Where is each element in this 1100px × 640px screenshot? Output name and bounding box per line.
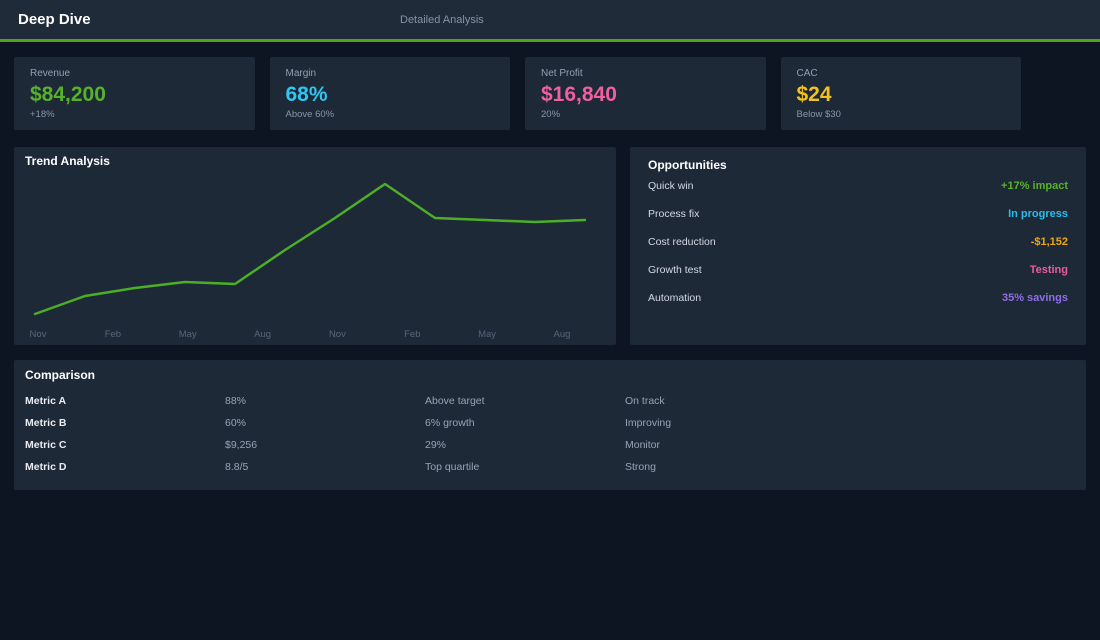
table-row: Metric A 88% Above target On track xyxy=(25,390,1075,412)
kpi-card-net-profit: Net Profit $16,840 20% xyxy=(525,57,766,130)
kpi-value: 68% xyxy=(285,83,328,106)
opportunity-value: +17% impact xyxy=(1001,180,1068,192)
x-axis-tick-label: Aug xyxy=(254,329,271,340)
trend-panel-title: Trend Analysis xyxy=(25,154,110,168)
kpi-label: Revenue xyxy=(30,68,71,79)
metric-name-cell: Metric B xyxy=(25,417,67,429)
comparison-table: Metric A 88% Above target On track Metri… xyxy=(25,390,1075,478)
kpi-value: $24 xyxy=(796,83,832,106)
opportunities-panel: Opportunities Quick win +17% impact Proc… xyxy=(630,147,1086,345)
comparison-title: Comparison xyxy=(25,368,96,382)
comparison-panel: Comparison Metric A 88% Above target On … xyxy=(14,360,1086,490)
opportunity-value: Testing xyxy=(1029,264,1068,276)
opportunity-label: Process fix xyxy=(648,208,700,220)
x-axis-tick-label: Aug xyxy=(554,329,571,340)
metric-status-cell: Strong xyxy=(625,461,656,473)
kpi-label: Net Profit xyxy=(541,68,583,79)
kpi-row: Revenue $84,200 +18% Margin 68% Above 60… xyxy=(14,57,1021,130)
kpi-subtext: 20% xyxy=(541,109,561,121)
opportunities-title: Opportunities xyxy=(648,158,727,172)
metric-status-cell: On track xyxy=(625,395,665,407)
header-subtitle: Detailed Analysis xyxy=(400,13,484,26)
kpi-subtext: Above 60% xyxy=(285,109,335,121)
trend-analysis-panel: Trend Analysis Nov Feb May Aug Nov Feb May Aug xyxy=(14,147,616,345)
metric-value-cell: 8.8/5 xyxy=(225,461,249,473)
opportunity-label: Quick win xyxy=(648,180,694,192)
metric-status-cell: Monitor xyxy=(625,439,661,451)
kpi-label: Margin xyxy=(285,68,317,79)
trend-line-chart: Nov Feb May Aug Nov Feb May Aug xyxy=(30,182,587,340)
opportunity-label: Growth test xyxy=(648,264,702,276)
kpi-subtext: Below $30 xyxy=(796,109,841,121)
metric-status-cell: Improving xyxy=(625,417,672,429)
page-title: Deep Dive xyxy=(18,11,91,28)
kpi-card-cac: CAC $24 Below $30 xyxy=(780,57,1021,130)
x-axis-tick-label: Nov xyxy=(329,329,346,340)
opportunity-label: Automation xyxy=(648,292,702,304)
metric-value-cell: $9,256 xyxy=(225,439,258,451)
opportunity-row: Quick win +17% impact xyxy=(648,172,1068,200)
kpi-subtext: +18% xyxy=(30,109,55,121)
kpi-card-revenue: Revenue $84,200 +18% xyxy=(14,57,255,130)
opportunity-value: -$1,152 xyxy=(1030,236,1068,248)
metric-value-cell: 88% xyxy=(225,395,247,407)
x-axis-tick-label: May xyxy=(179,329,197,340)
opportunity-value: 35% savings xyxy=(1001,292,1068,304)
metric-benchmark-cell: Above target xyxy=(425,395,485,407)
table-row: Metric D 8.8/5 Top quartile Strong xyxy=(25,456,1075,478)
metric-name-cell: Metric A xyxy=(25,395,67,407)
x-axis-tick-label: Nov xyxy=(30,329,47,340)
opportunity-value: In progress xyxy=(1008,208,1068,220)
metric-value-cell: 60% xyxy=(225,417,247,429)
x-axis-tick-label: Feb xyxy=(404,329,420,340)
kpi-value: $16,840 xyxy=(541,83,617,106)
metric-benchmark-cell: 29% xyxy=(425,439,447,451)
metric-name-cell: Metric C xyxy=(25,439,67,451)
x-axis-tick-label: Feb xyxy=(105,329,121,340)
metric-name-cell: Metric D xyxy=(25,461,67,473)
kpi-label: CAC xyxy=(796,68,818,79)
header: Deep Dive Detailed Analysis xyxy=(0,0,1100,42)
opportunity-row: Growth test Testing xyxy=(648,256,1068,284)
metric-benchmark-cell: Top quartile xyxy=(425,461,480,473)
opportunity-row: Cost reduction -$1,152 xyxy=(648,228,1068,256)
opportunity-label: Cost reduction xyxy=(648,236,716,248)
kpi-card-margin: Margin 68% Above 60% xyxy=(269,57,510,130)
table-row: Metric C $9,256 29% Monitor xyxy=(25,434,1075,456)
x-axis-tick-label: May xyxy=(478,329,496,340)
metric-benchmark-cell: 6% growth xyxy=(425,417,475,429)
kpi-value: $84,200 xyxy=(30,83,106,106)
opportunity-row: Process fix In progress xyxy=(648,200,1068,228)
opportunity-row: Automation 35% savings xyxy=(648,284,1068,312)
table-row: Metric B 60% 6% growth Improving xyxy=(25,412,1075,434)
